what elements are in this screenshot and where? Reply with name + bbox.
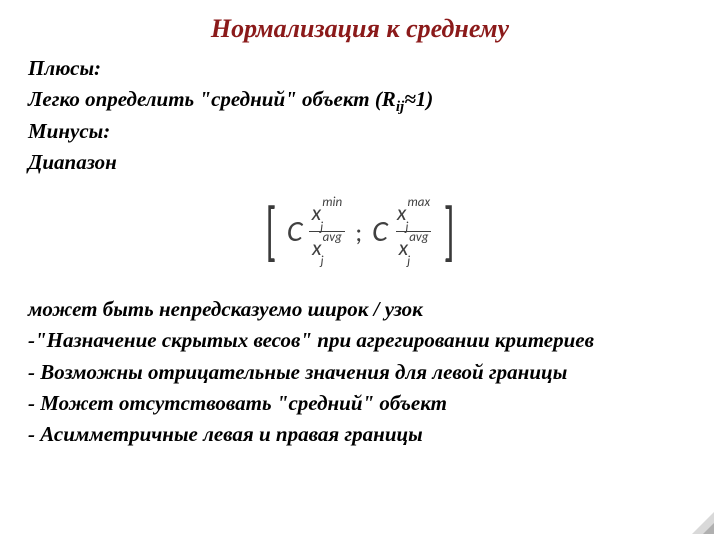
pros-1-sub: ij xyxy=(396,100,404,116)
numerator-max: xjmax xyxy=(394,198,433,231)
avg-sup: avg xyxy=(323,230,342,245)
coef-c-2: C xyxy=(372,213,388,250)
term-max: C xjmax xjavg xyxy=(372,198,433,265)
right-bracket: ] xyxy=(444,205,455,258)
cons-heading: Минусы: xyxy=(28,117,692,145)
fraction-max: xjmax xjavg xyxy=(394,198,433,265)
formula-block: [ C xjmin xjavg ; C xyxy=(28,198,692,265)
denominator-max: xjavg xyxy=(396,231,432,265)
denominator-min: xjavg xyxy=(309,231,345,265)
slide: Нормализация к среднему Плюсы: Легко опр… xyxy=(0,0,720,540)
cons-item-range-note: может быть непредсказуемо широк / узок xyxy=(28,295,692,323)
separator-semicolon: ; xyxy=(351,216,366,248)
min-sup: min xyxy=(322,195,342,210)
j-sub: j xyxy=(321,254,324,269)
numerator-min: xjmin xyxy=(309,198,346,231)
term-min: C xjmin xjavg xyxy=(287,198,345,265)
cons-item-asymmetric: - Асимметричные левая и правая границы xyxy=(28,420,692,448)
cons-item-hidden-weights: -"Назначение скрытых весов" при агрегиро… xyxy=(28,326,692,354)
slide-title: Нормализация к среднему xyxy=(28,14,692,44)
range-formula: [ C xjmin xjavg ; C xyxy=(261,198,460,265)
pros-1-prefix: Легко определить "средний" объект (R xyxy=(28,87,396,111)
j-sub: j xyxy=(407,254,410,269)
cons-item-negative: - Возможны отрицательные значения для ле… xyxy=(28,358,692,386)
body: Плюсы: Легко определить "средний" объект… xyxy=(28,54,692,449)
coef-c-1: C xyxy=(287,213,303,250)
pros-heading: Плюсы: xyxy=(28,54,692,82)
pros-item-1: Легко определить "средний" объект (Rij≈1… xyxy=(28,85,692,113)
cons-item-no-average: - Может отсутствовать "средний" объект xyxy=(28,389,692,417)
cons-range-label: Диапазон xyxy=(28,148,692,176)
page-corner-fold-icon xyxy=(692,512,714,534)
left-bracket: [ xyxy=(265,205,276,258)
pros-1-suffix: ≈1) xyxy=(404,87,433,111)
max-sup: max xyxy=(408,195,431,210)
fraction-min: xjmin xjavg xyxy=(309,198,346,265)
avg-sup: avg xyxy=(409,230,428,245)
